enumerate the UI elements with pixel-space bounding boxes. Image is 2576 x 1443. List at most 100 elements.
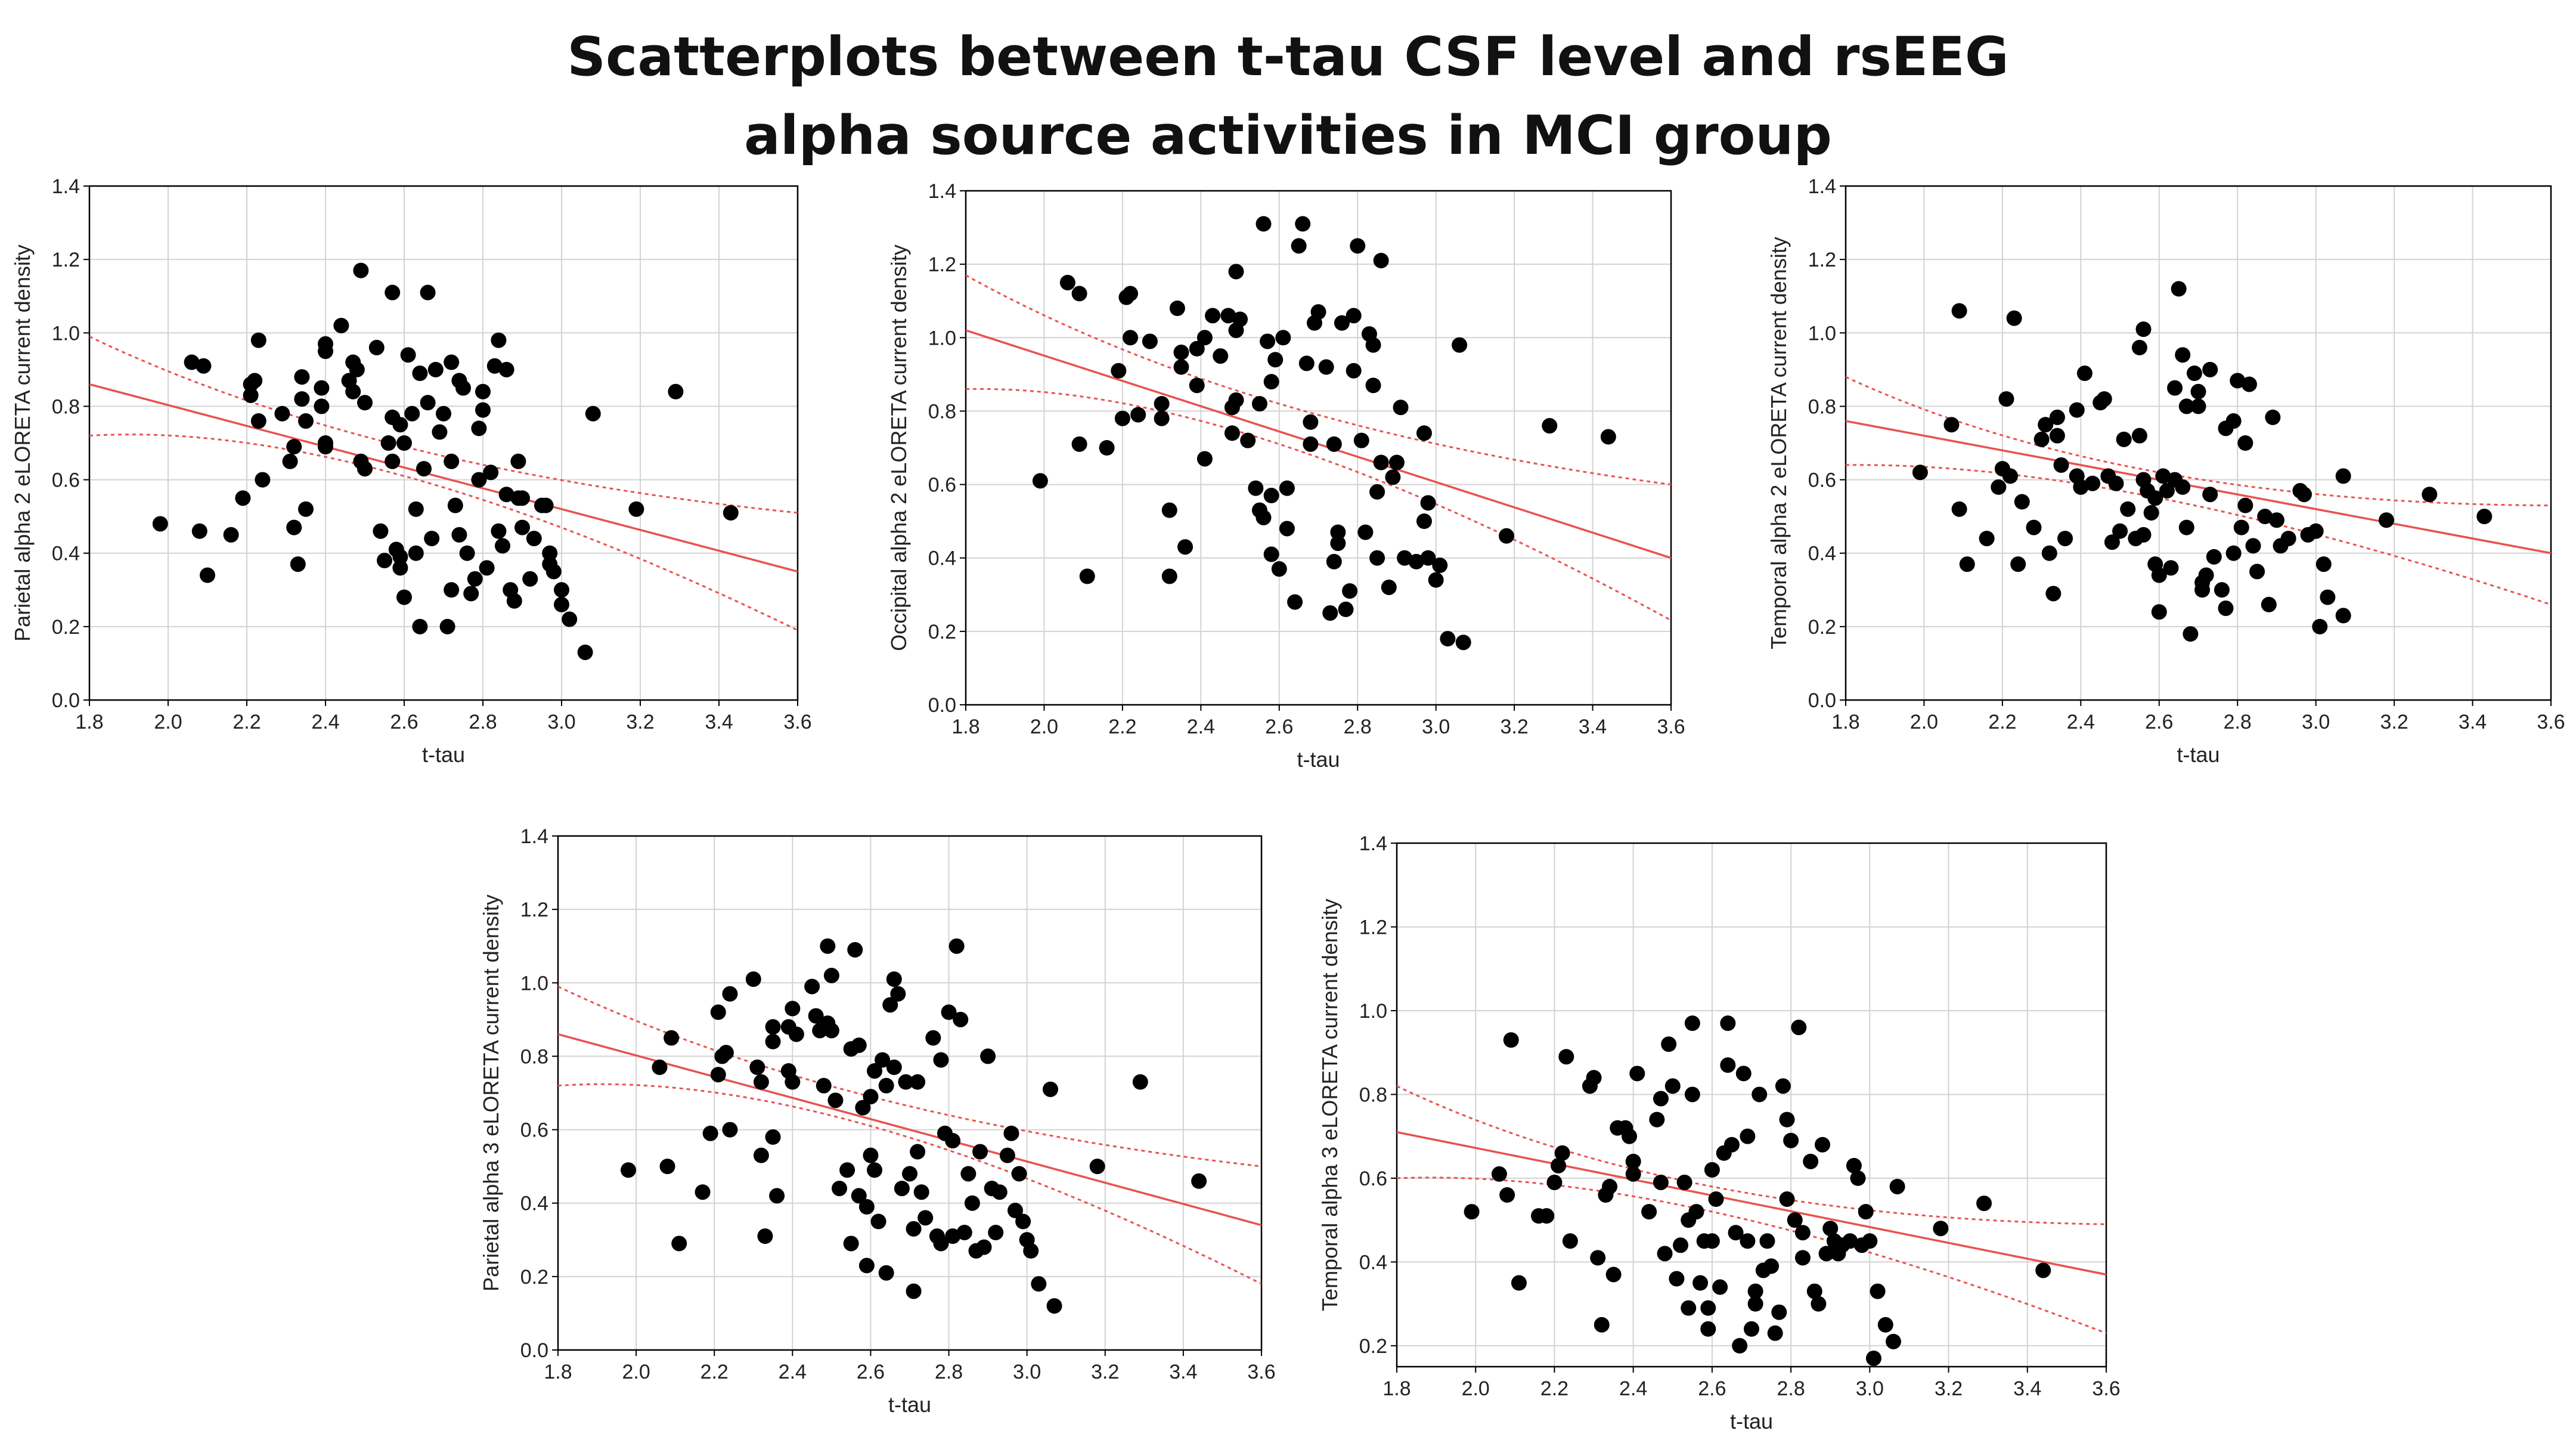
data-point (808, 1008, 824, 1024)
plot-frame (1396, 842, 2107, 1368)
y-tick-label: 0.2 (1359, 1335, 1387, 1358)
y-axis-label: Parietal alpha 2 eLORETA current density (10, 244, 35, 642)
y-tick-label: 1.0 (928, 327, 956, 349)
data-point (2249, 563, 2265, 580)
data-point (526, 531, 542, 547)
y-tick-label: 1.0 (1359, 1000, 1387, 1023)
data-point (510, 453, 526, 469)
data-point (745, 971, 761, 987)
y-tick-label: 0.4 (1359, 1251, 1387, 1274)
data-point (2171, 281, 2187, 297)
y-axis-label: Parietal alpha 3 eLORETA current density (479, 894, 503, 1292)
data-point (2131, 428, 2147, 444)
data-point (1191, 1173, 1207, 1189)
regression-line (558, 1033, 1261, 1227)
data-point (1099, 440, 1115, 456)
x-tick-label: 2.4 (311, 711, 339, 733)
data-point (2183, 626, 2199, 642)
data-point (1787, 1212, 1803, 1228)
plot-frame (1845, 185, 2552, 701)
data-point (1350, 238, 1366, 254)
data-point (1649, 1111, 1665, 1128)
data-point (1142, 333, 1158, 349)
data-point (1287, 594, 1303, 610)
data-point (718, 1045, 734, 1061)
data-point (1747, 1296, 1763, 1312)
data-point (2104, 534, 2120, 550)
y-tick-labels: 0.0 0.2 0.4 0.6 0.8 1.0 1.2 1.4 (520, 825, 558, 1362)
data-point (1263, 374, 1279, 390)
data-point (282, 453, 298, 469)
data-point (1228, 264, 1244, 280)
data-point (1684, 1015, 1700, 1032)
data-point (416, 461, 432, 477)
data-point (1740, 1233, 1756, 1249)
data-point (1759, 1233, 1775, 1249)
data-point (1089, 1159, 1105, 1175)
data-point (991, 1184, 1008, 1200)
data-point (255, 472, 271, 488)
y-tick-label: 0.8 (928, 400, 956, 423)
data-point (1692, 1275, 1709, 1291)
x-tick-label: 3.4 (1579, 716, 1607, 738)
data-point (2268, 512, 2284, 528)
data-point (1318, 359, 1334, 375)
data-point (753, 1074, 769, 1090)
data-point (286, 439, 302, 455)
y-tick-label: 0.8 (520, 1045, 548, 1068)
data-point (2214, 582, 2230, 598)
data-point (385, 453, 401, 469)
data-point (827, 1092, 844, 1108)
data-point (1622, 1128, 1638, 1144)
data-point (1169, 301, 1185, 317)
data-point (200, 567, 215, 583)
data-point (380, 435, 396, 451)
data-point (373, 523, 389, 539)
regression-group (1397, 1085, 2106, 1334)
data-point (1602, 1178, 1617, 1194)
data-point (1008, 1203, 1023, 1219)
data-point (878, 1265, 894, 1281)
data-point (2163, 560, 2179, 576)
data-point (1071, 436, 1087, 452)
data-point (668, 383, 684, 400)
x-tick-label: 1.8 (1831, 711, 1859, 733)
data-point (1664, 1078, 1681, 1094)
data-point (1653, 1174, 1669, 1190)
data-point (2190, 383, 2206, 400)
data-point (1842, 1233, 1858, 1249)
x-axis-label: t-tau (2177, 742, 2219, 767)
data-point (2159, 483, 2175, 499)
data-point (427, 361, 444, 377)
data-point (1723, 1137, 1740, 1153)
y-tick-label: 1.4 (928, 180, 956, 203)
data-point (196, 358, 212, 374)
y-tick-label: 1.4 (1808, 175, 1836, 198)
data-points (1464, 1015, 2051, 1366)
data-point (1111, 363, 1127, 379)
x-tick-label: 2.2 (700, 1361, 729, 1383)
data-point (1625, 1153, 1641, 1169)
y-tick-label: 1.0 (52, 322, 80, 345)
data-point (479, 560, 495, 576)
data-point (1003, 1125, 1019, 1141)
data-point (2053, 457, 2069, 473)
data-point (1641, 1204, 1657, 1220)
data-point (1586, 1070, 1602, 1086)
data-point (2476, 509, 2493, 525)
data-point (2312, 618, 2328, 634)
data-point (1213, 348, 1229, 364)
data-point (1499, 1187, 1515, 1203)
data-point (2225, 545, 2242, 561)
data-point (1173, 359, 1189, 375)
data-point (1858, 1204, 1874, 1220)
data-point (2225, 413, 2242, 429)
data-point (1959, 556, 1975, 572)
data-point (2108, 475, 2124, 491)
data-point (506, 593, 522, 609)
data-point (1744, 1321, 1759, 1337)
data-point (1681, 1300, 1697, 1316)
data-point (1455, 634, 1471, 651)
data-point (1912, 465, 1928, 481)
